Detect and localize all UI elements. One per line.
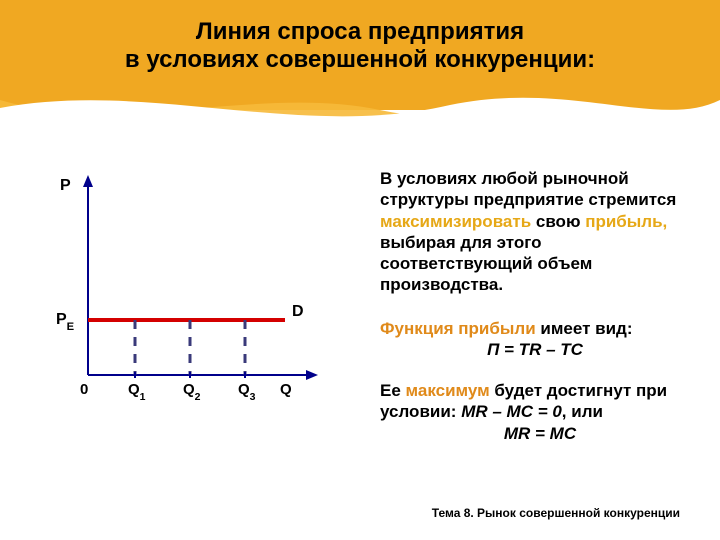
p1-pre: В условиях любой рыночной структуры пред…	[380, 169, 676, 209]
p3-accent: максимум	[406, 381, 490, 400]
p1-mid: свою	[531, 212, 585, 231]
q-axis-label: Q	[280, 381, 292, 398]
p2-post: имеет вид:	[536, 319, 633, 338]
p1-accent1: максимизировать	[380, 212, 531, 231]
y-axis-arrow	[83, 175, 93, 187]
slide: Линия спроса предприятия в условиях сове…	[0, 0, 720, 540]
origin-label: 0	[80, 381, 88, 398]
p1-post: выбирая для этого соответствующий объем …	[380, 233, 592, 295]
p1-accent2: прибыль,	[585, 212, 667, 231]
chart-svg	[40, 175, 330, 405]
pe-label: PE	[56, 311, 74, 331]
pe-sub: E	[67, 321, 74, 333]
title-line-1: Линия спроса предприятия	[196, 18, 524, 45]
paragraph-2: Функция прибыли имеет вид: П = TR – TC	[380, 318, 690, 361]
title-line-2: в условиях совершенной конкуренции:	[125, 46, 595, 73]
demand-chart: P PE D 0 Q1 Q2 Q3 Q	[40, 175, 330, 405]
x-axis-arrow	[306, 370, 318, 380]
q1-label: Q1	[128, 381, 146, 401]
p3-cond1: MR – MC = 0	[461, 402, 562, 421]
q3-main: Q	[238, 381, 250, 398]
p2-accent: Функция прибыли	[380, 319, 536, 338]
p2-formula: П = TR – TC	[380, 339, 690, 360]
q2-main: Q	[183, 381, 195, 398]
q2-sub: 2	[195, 391, 201, 403]
y-axis-label: P	[60, 177, 71, 195]
q3-label: Q3	[238, 381, 256, 401]
q3-sub: 3	[250, 391, 256, 403]
slide-title: Линия спроса предприятия в условиях сове…	[50, 18, 670, 73]
q1-main: Q	[128, 381, 140, 398]
p3-cond2: MR = MC	[380, 423, 700, 444]
p3-pre: Ее	[380, 381, 406, 400]
paragraph-3: Ее максимум будет достигнут при условии:…	[380, 380, 700, 444]
q2-label: Q2	[183, 381, 201, 401]
p3-or: , или	[562, 402, 603, 421]
d-label: D	[292, 303, 304, 321]
footer-text: Тема 8. Рынок совершенной конкуренции	[432, 506, 680, 520]
paragraph-1: В условиях любой рыночной структуры пред…	[380, 168, 690, 296]
q1-sub: 1	[140, 391, 146, 403]
pe-main: P	[56, 311, 67, 328]
